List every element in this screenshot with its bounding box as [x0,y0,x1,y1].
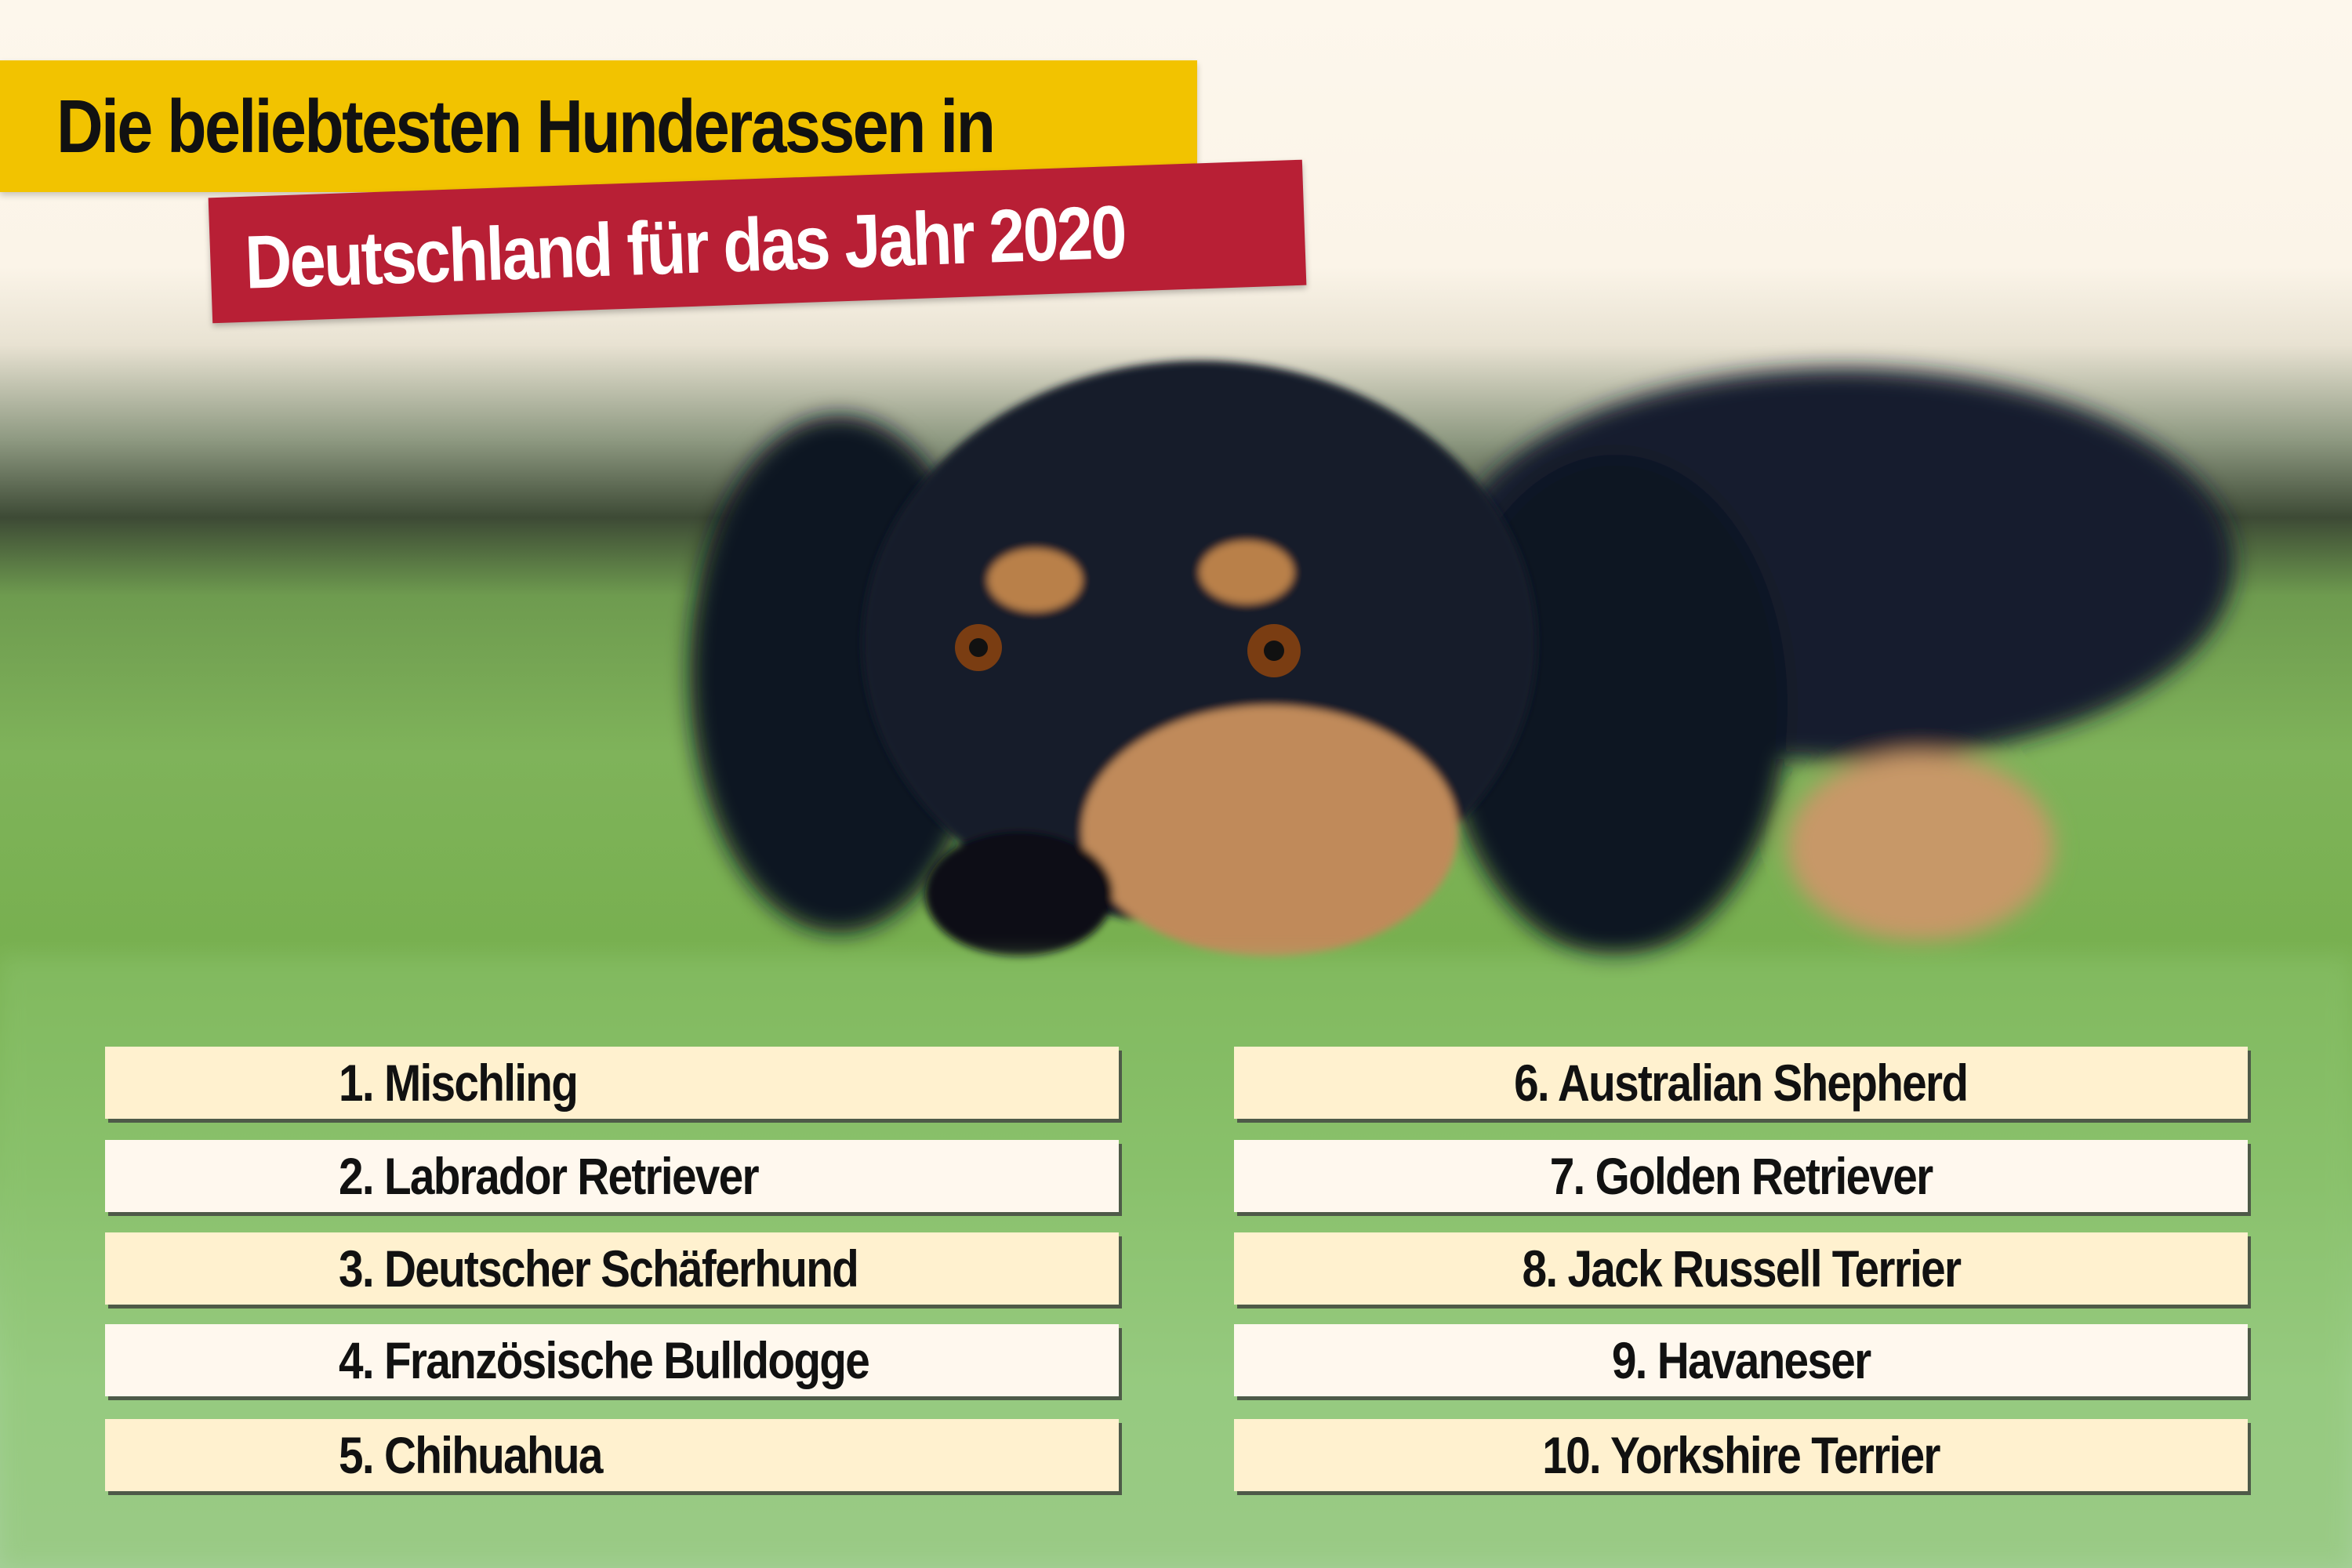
rank-label: 9. Havaneser [1611,1331,1871,1389]
rank-label: 6. Australian Shepherd [1514,1054,1969,1112]
rank-row-1: 1. Mischling [105,1047,1119,1119]
rank-row-8: 8. Jack Russell Terrier [1234,1232,2248,1305]
rank-label: 2. Labrador Retriever [339,1147,760,1205]
rank-label: 3. Deutscher Schäferhund [339,1240,859,1298]
rank-row-4: 4. Französische Bulldogge [105,1324,1119,1396]
rank-label: 8. Jack Russell Terrier [1522,1240,1962,1298]
rank-label: 4. Französische Bulldogge [339,1331,870,1389]
rank-row-10: 10. Yorkshire Terrier [1234,1419,2248,1491]
title-line-1: Die beliebtesten Hunderassen in [56,85,996,169]
rank-label: 1. Mischling [339,1054,579,1112]
title-band-yellow: Die beliebtesten Hunderassen in [0,60,1197,192]
rank-row-5: 5. Chihuahua [105,1419,1119,1491]
rank-row-6: 6. Australian Shepherd [1234,1047,2248,1119]
rank-row-7: 7. Golden Retriever [1234,1140,2248,1212]
rank-label: 7. Golden Retriever [1549,1147,1934,1205]
title-line-2: Deutschland für das Jahr 2020 [243,190,1127,305]
rank-label: 10. Yorkshire Terrier [1542,1426,1940,1484]
rank-label: 5. Chihuahua [339,1426,603,1484]
rank-row-2: 2. Labrador Retriever [105,1140,1119,1212]
rank-row-3: 3. Deutscher Schäferhund [105,1232,1119,1305]
rank-row-9: 9. Havaneser [1234,1324,2248,1396]
